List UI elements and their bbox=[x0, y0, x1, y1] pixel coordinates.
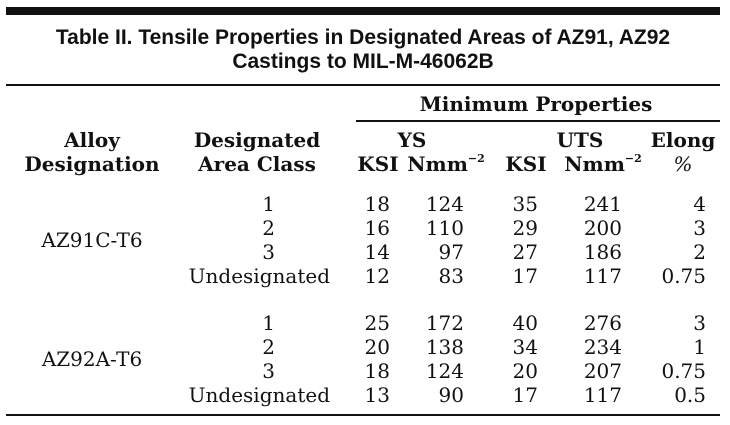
col-header-designation: Designation bbox=[24, 152, 160, 176]
ys-ksi-cell: 14 bbox=[364, 240, 390, 264]
uts-nmm-cell: 276 bbox=[583, 311, 622, 335]
ys-ksi-cell: 25 bbox=[364, 311, 390, 335]
area-class-cell: Undesignated bbox=[188, 264, 330, 288]
elong-cell: 3 bbox=[693, 311, 706, 335]
uts-ksi-cell: 34 bbox=[512, 335, 538, 359]
elong-cell: 4 bbox=[693, 192, 706, 216]
elong-cell: 3 bbox=[693, 216, 706, 240]
uts-nmm-cell: 117 bbox=[583, 264, 622, 288]
elong-cell: 1 bbox=[693, 335, 706, 359]
bottom-rule bbox=[6, 414, 720, 416]
uts-ksi-cell: 27 bbox=[512, 240, 538, 264]
col-header-ys: YS bbox=[397, 128, 427, 152]
ys-nmm-cell: 124 bbox=[425, 359, 464, 383]
area-class-cell: 3 bbox=[262, 359, 275, 383]
table-caption: Table II. Tensile Properties in Designat… bbox=[6, 26, 720, 74]
ys-ksi-cell: 16 bbox=[364, 216, 390, 240]
elong-cell: 0.75 bbox=[661, 264, 706, 288]
uts-nmm-cell: 186 bbox=[583, 240, 622, 264]
ys-ksi-cell: 20 bbox=[364, 335, 390, 359]
alloy-label: AZ91C-T6 bbox=[41, 228, 143, 252]
uts-nmm-cell: 117 bbox=[583, 383, 622, 407]
alloy-label: AZ92A-T6 bbox=[41, 347, 143, 371]
ys-nmm-cell: 97 bbox=[438, 240, 464, 264]
col-header-uts-nmm: Nmm−2 bbox=[564, 152, 642, 176]
col-header-designated: Designated bbox=[193, 128, 321, 152]
col-header-uts-ksi: KSI bbox=[505, 152, 547, 176]
group-header-minimum-properties: Minimum Properties bbox=[419, 92, 653, 116]
uts-ksi-cell: 40 bbox=[512, 311, 538, 335]
caption-line-2: Castings to MIL-M-46062B bbox=[232, 50, 494, 73]
col-header-uts: UTS bbox=[556, 128, 604, 152]
ys-nmm-cell: 90 bbox=[438, 383, 464, 407]
col-header-elong: Elong bbox=[650, 128, 716, 152]
ys-nmm-cell: 124 bbox=[425, 192, 464, 216]
elong-cell: 2 bbox=[693, 240, 706, 264]
ys-ksi-cell: 13 bbox=[364, 383, 390, 407]
ys-nmm-cell: 172 bbox=[425, 311, 464, 335]
uts-ksi-cell: 20 bbox=[512, 359, 538, 383]
uts-ksi-cell: 35 bbox=[512, 192, 538, 216]
elong-cell: 0.75 bbox=[661, 359, 706, 383]
col-header-alloy: Alloy bbox=[64, 128, 120, 152]
area-class-cell: 1 bbox=[262, 311, 275, 335]
col-header-ys-ksi: KSI bbox=[357, 152, 399, 176]
uts-ksi-cell: 29 bbox=[512, 216, 538, 240]
top-rule bbox=[6, 7, 720, 15]
elong-cell: 0.5 bbox=[674, 383, 706, 407]
caption-line-1: Table II. Tensile Properties in Designat… bbox=[55, 26, 671, 49]
area-class-cell: 1 bbox=[262, 192, 275, 216]
ys-nmm-cell: 110 bbox=[425, 216, 464, 240]
uts-nmm-cell: 241 bbox=[583, 192, 622, 216]
uts-nmm-cell: 200 bbox=[583, 216, 622, 240]
uts-ksi-cell: 17 bbox=[512, 383, 538, 407]
area-class-cell: 2 bbox=[262, 216, 275, 240]
ys-nmm-cell: 138 bbox=[425, 335, 464, 359]
uts-ksi-cell: 17 bbox=[512, 264, 538, 288]
ys-ksi-cell: 12 bbox=[364, 264, 390, 288]
ys-nmm-cell: 83 bbox=[438, 264, 464, 288]
area-class-cell: 2 bbox=[262, 335, 275, 359]
uts-nmm-cell: 234 bbox=[583, 335, 622, 359]
ys-ksi-cell: 18 bbox=[364, 192, 390, 216]
col-header-area-class: Area Class bbox=[198, 152, 316, 176]
col-header-elong-unit: % bbox=[673, 152, 693, 176]
ys-ksi-cell: 18 bbox=[364, 359, 390, 383]
uts-nmm-cell: 207 bbox=[583, 359, 622, 383]
col-header-ys-nmm: Nmm−2 bbox=[407, 152, 485, 176]
group-header-underline bbox=[356, 120, 720, 122]
area-class-cell: Undesignated bbox=[188, 383, 330, 407]
header-rule bbox=[6, 84, 720, 86]
area-class-cell: 3 bbox=[262, 240, 275, 264]
